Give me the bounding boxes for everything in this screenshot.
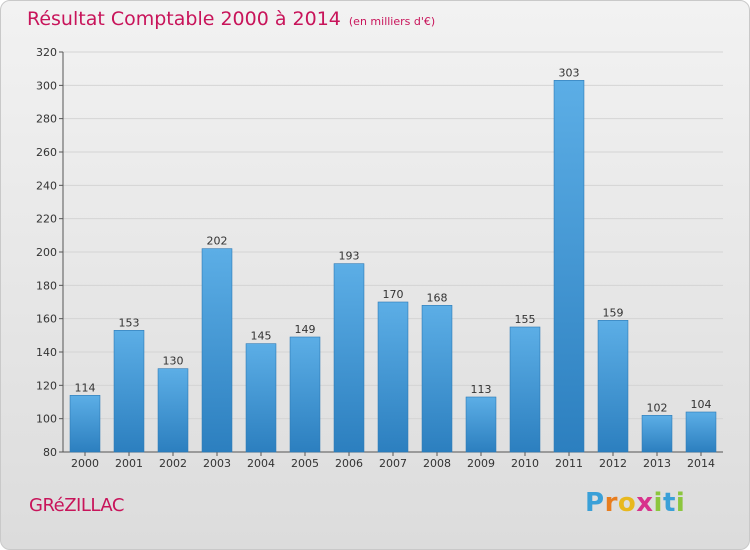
bar — [465, 396, 497, 453]
bar — [553, 80, 585, 453]
labels: 80 100 120 140 160 180 200 220 240 260 280 300 320 11… — [36, 46, 715, 470]
x-tick-label: 2012 — [599, 457, 627, 470]
bar — [641, 415, 673, 453]
bar — [289, 336, 321, 453]
data-label: 159 — [603, 306, 624, 319]
chart-title: Résultat Comptable 2000 à 2014 — [27, 8, 341, 30]
y-tick-label: 280 — [36, 113, 57, 126]
bars — [69, 80, 717, 453]
proxiti-logo: Proxiti — [585, 488, 685, 518]
data-label: 104 — [691, 398, 712, 411]
logo-letter: x — [636, 488, 654, 518]
bar — [333, 263, 365, 453]
x-tick-label: 2011 — [555, 457, 583, 470]
y-tick-label: 140 — [36, 346, 57, 359]
x-tick-label: 2013 — [643, 457, 671, 470]
data-label: 113 — [471, 383, 492, 396]
bar — [201, 248, 233, 453]
bar — [245, 343, 277, 453]
data-label: 153 — [119, 316, 140, 329]
y-tick-label: 260 — [36, 146, 57, 159]
data-label: 102 — [647, 401, 668, 414]
logo-letter: i — [675, 488, 686, 518]
data-label: 130 — [163, 355, 184, 368]
y-tick-label: 160 — [36, 313, 57, 326]
x-tick-label: 2010 — [511, 457, 539, 470]
bar — [509, 326, 541, 453]
y-tick-label: 320 — [36, 46, 57, 59]
bar — [69, 395, 101, 453]
y-tick-label: 300 — [36, 79, 57, 92]
commune-name: GRéZILLAC — [29, 495, 124, 516]
data-label: 149 — [295, 323, 316, 336]
logo-letter: r — [604, 488, 618, 518]
data-label: 303 — [559, 66, 580, 79]
y-tick-label: 120 — [36, 379, 57, 392]
y-tick-label: 180 — [36, 279, 57, 292]
x-tick-label: 2002 — [159, 457, 187, 470]
x-tick-label: 2014 — [687, 457, 715, 470]
data-label: 168 — [427, 291, 448, 304]
y-tick-label: 80 — [43, 446, 57, 459]
bar — [685, 411, 717, 453]
y-tick-label: 240 — [36, 179, 57, 192]
bar — [157, 368, 189, 453]
x-tick-label: 2003 — [203, 457, 231, 470]
data-label: 202 — [207, 235, 228, 248]
x-tick-label: 2009 — [467, 457, 495, 470]
chart-title-block: Résultat Comptable 2000 à 2014 (en millie… — [27, 8, 435, 30]
x-tick-label: 2008 — [423, 457, 451, 470]
logo-letter: t — [662, 488, 676, 518]
logo-letter: i — [653, 488, 663, 518]
logo-letter: P — [585, 488, 605, 518]
data-label: 193 — [339, 250, 360, 263]
x-tick-label: 2006 — [335, 457, 363, 470]
data-label: 170 — [383, 288, 404, 301]
data-label: 155 — [515, 313, 536, 326]
x-tick-label: 2005 — [291, 457, 319, 470]
data-label: 114 — [75, 381, 96, 394]
y-tick-label: 100 — [36, 413, 57, 426]
chart-subtitle: (en milliers d'€) — [348, 15, 436, 28]
x-tick-label: 2004 — [247, 457, 275, 470]
x-tick-label: 2001 — [115, 457, 143, 470]
logo-letter: o — [617, 488, 637, 518]
y-tick-label: 200 — [36, 246, 57, 259]
data-label: 145 — [251, 330, 272, 343]
x-tick-label: 2000 — [71, 457, 99, 470]
bar — [421, 305, 453, 453]
x-tick-label: 2007 — [379, 457, 407, 470]
bar — [377, 301, 409, 453]
y-tick-label: 220 — [36, 213, 57, 226]
bar — [113, 330, 145, 453]
bar — [597, 320, 629, 453]
